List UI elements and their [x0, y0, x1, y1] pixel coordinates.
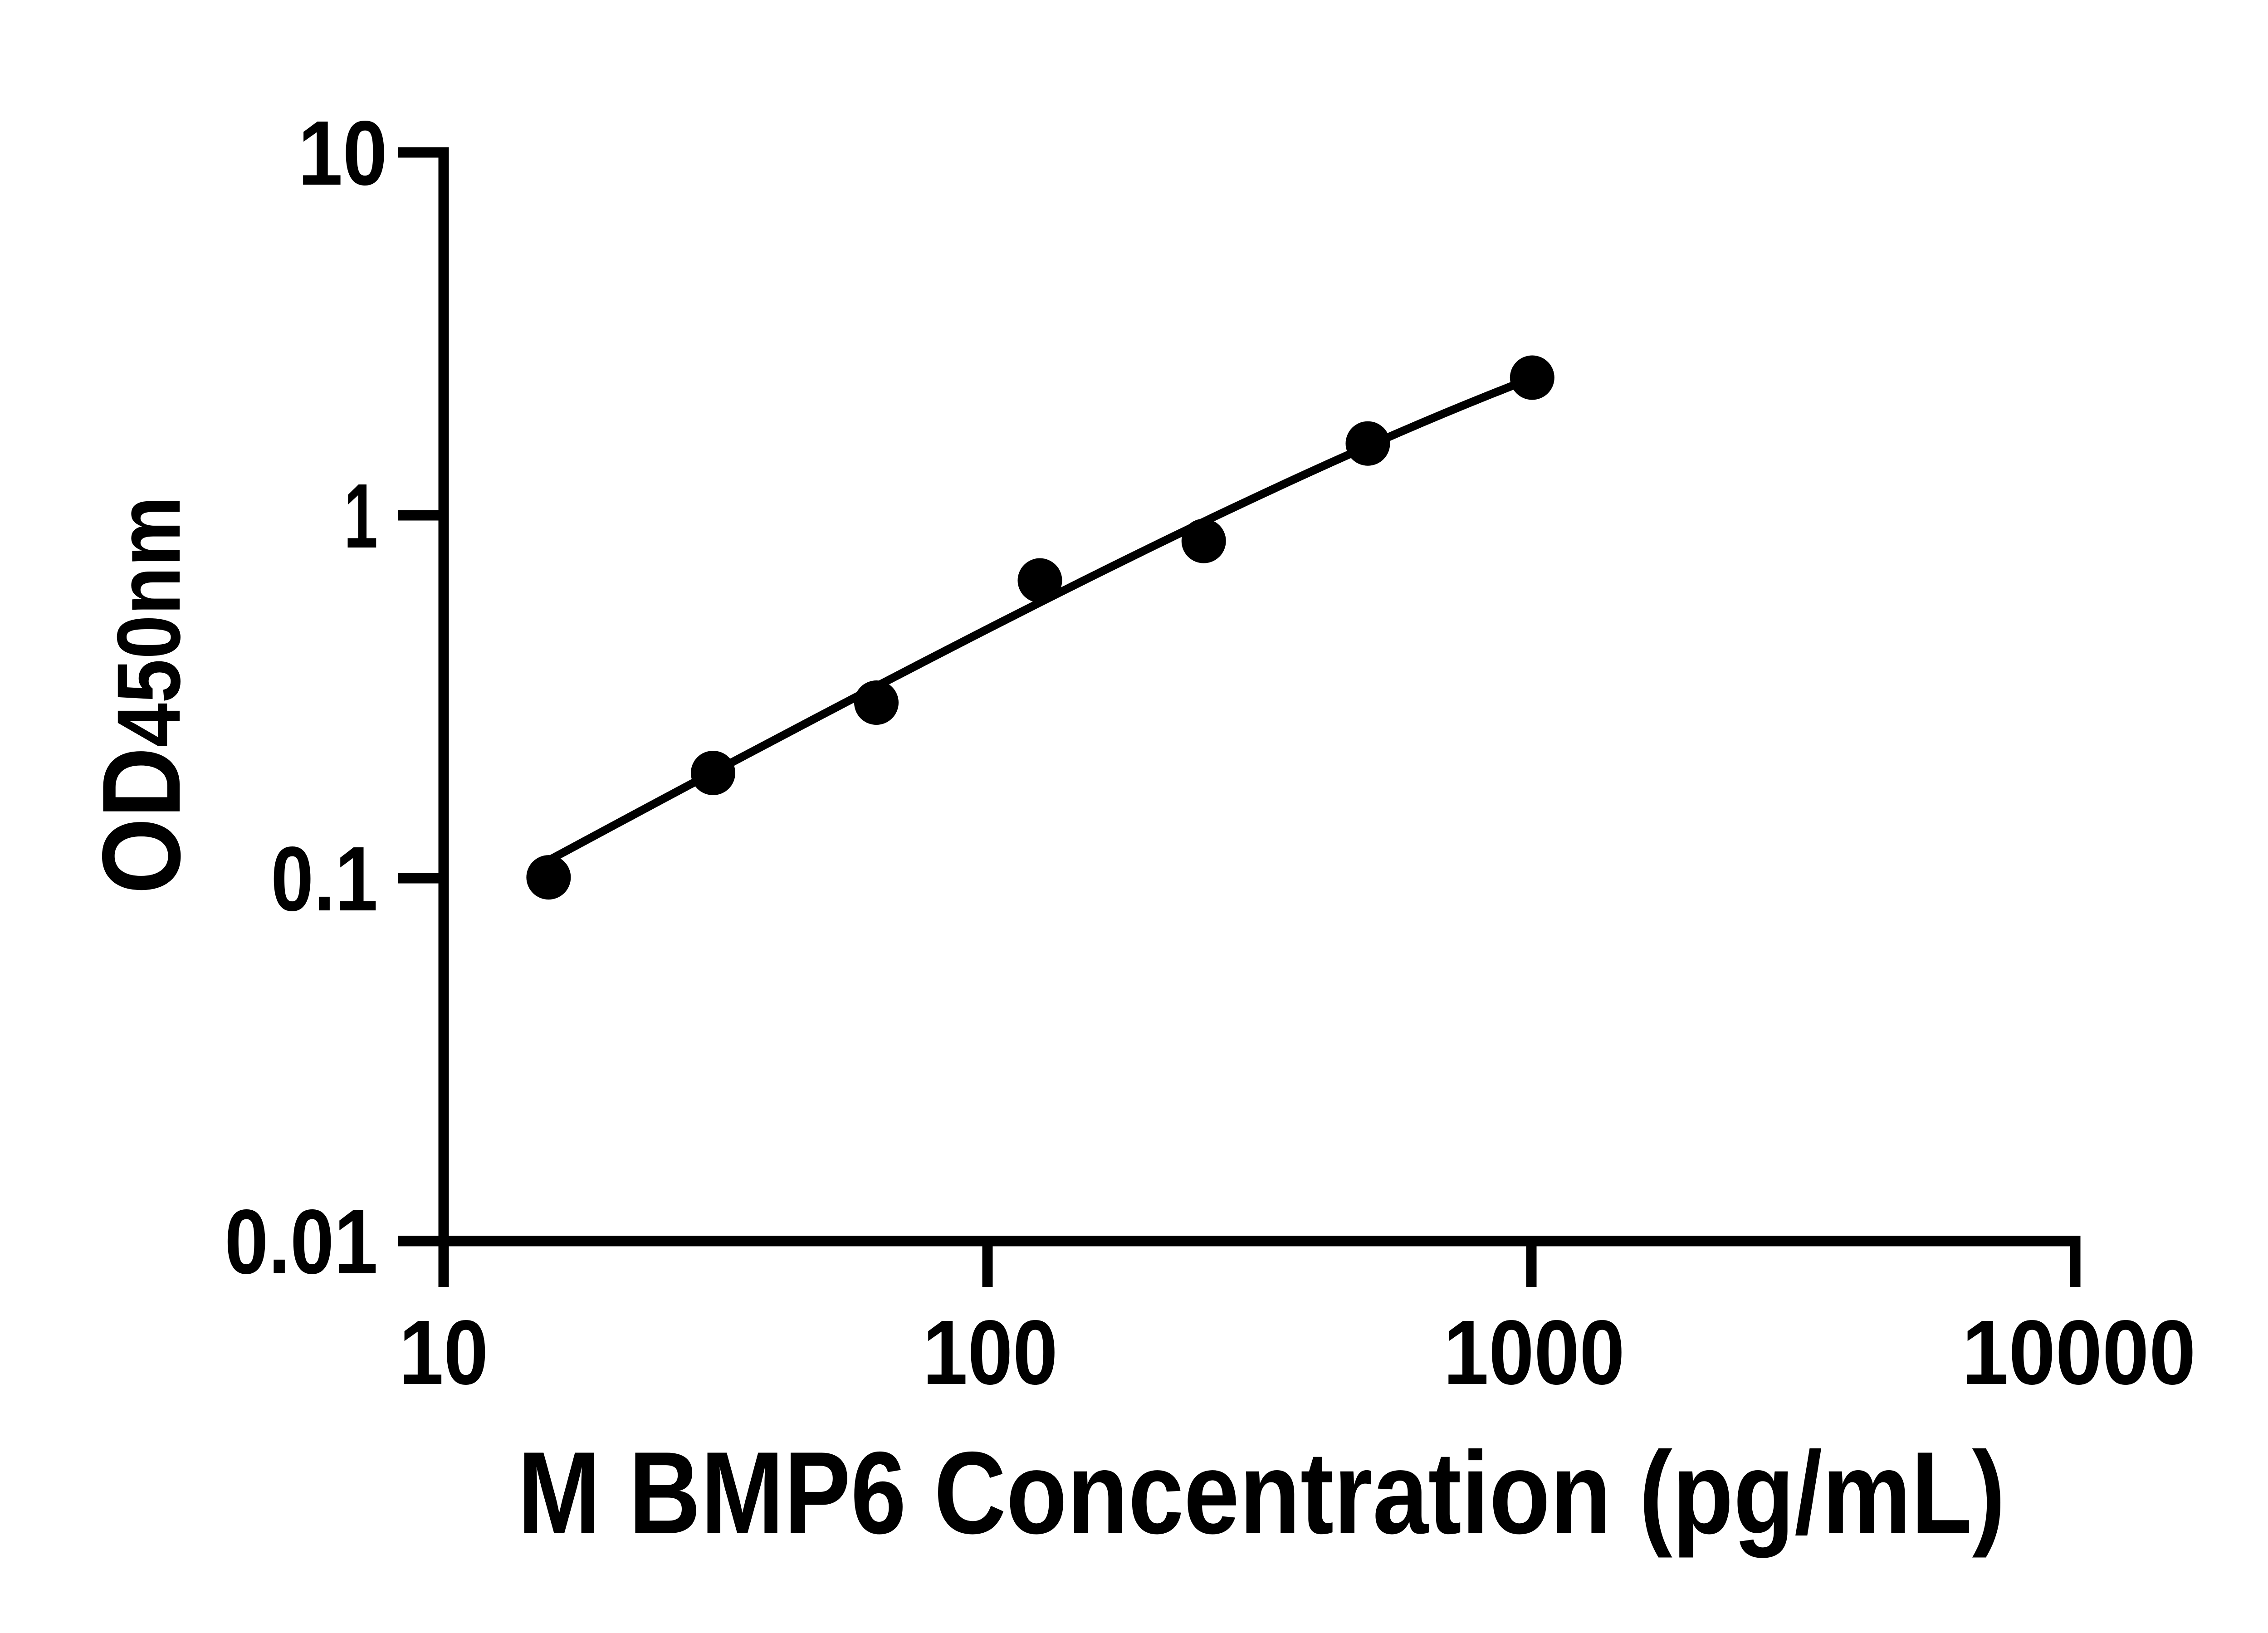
svg-text:1: 1: [344, 464, 378, 567]
svg-text:10000: 10000: [1962, 1301, 2196, 1403]
svg-text:M BMP6 Concentration (pg/mL): M BMP6 Concentration (pg/mL): [518, 1427, 2005, 1559]
svg-text:1000: 1000: [1443, 1301, 1625, 1403]
svg-text:10: 10: [298, 102, 387, 204]
svg-text:0.1: 0.1: [271, 827, 378, 930]
svg-text:0.01: 0.01: [225, 1190, 378, 1293]
svg-text:100: 100: [923, 1301, 1058, 1403]
svg-text:OD450nm: OD450nm: [79, 496, 203, 894]
svg-text:10: 10: [399, 1301, 489, 1403]
